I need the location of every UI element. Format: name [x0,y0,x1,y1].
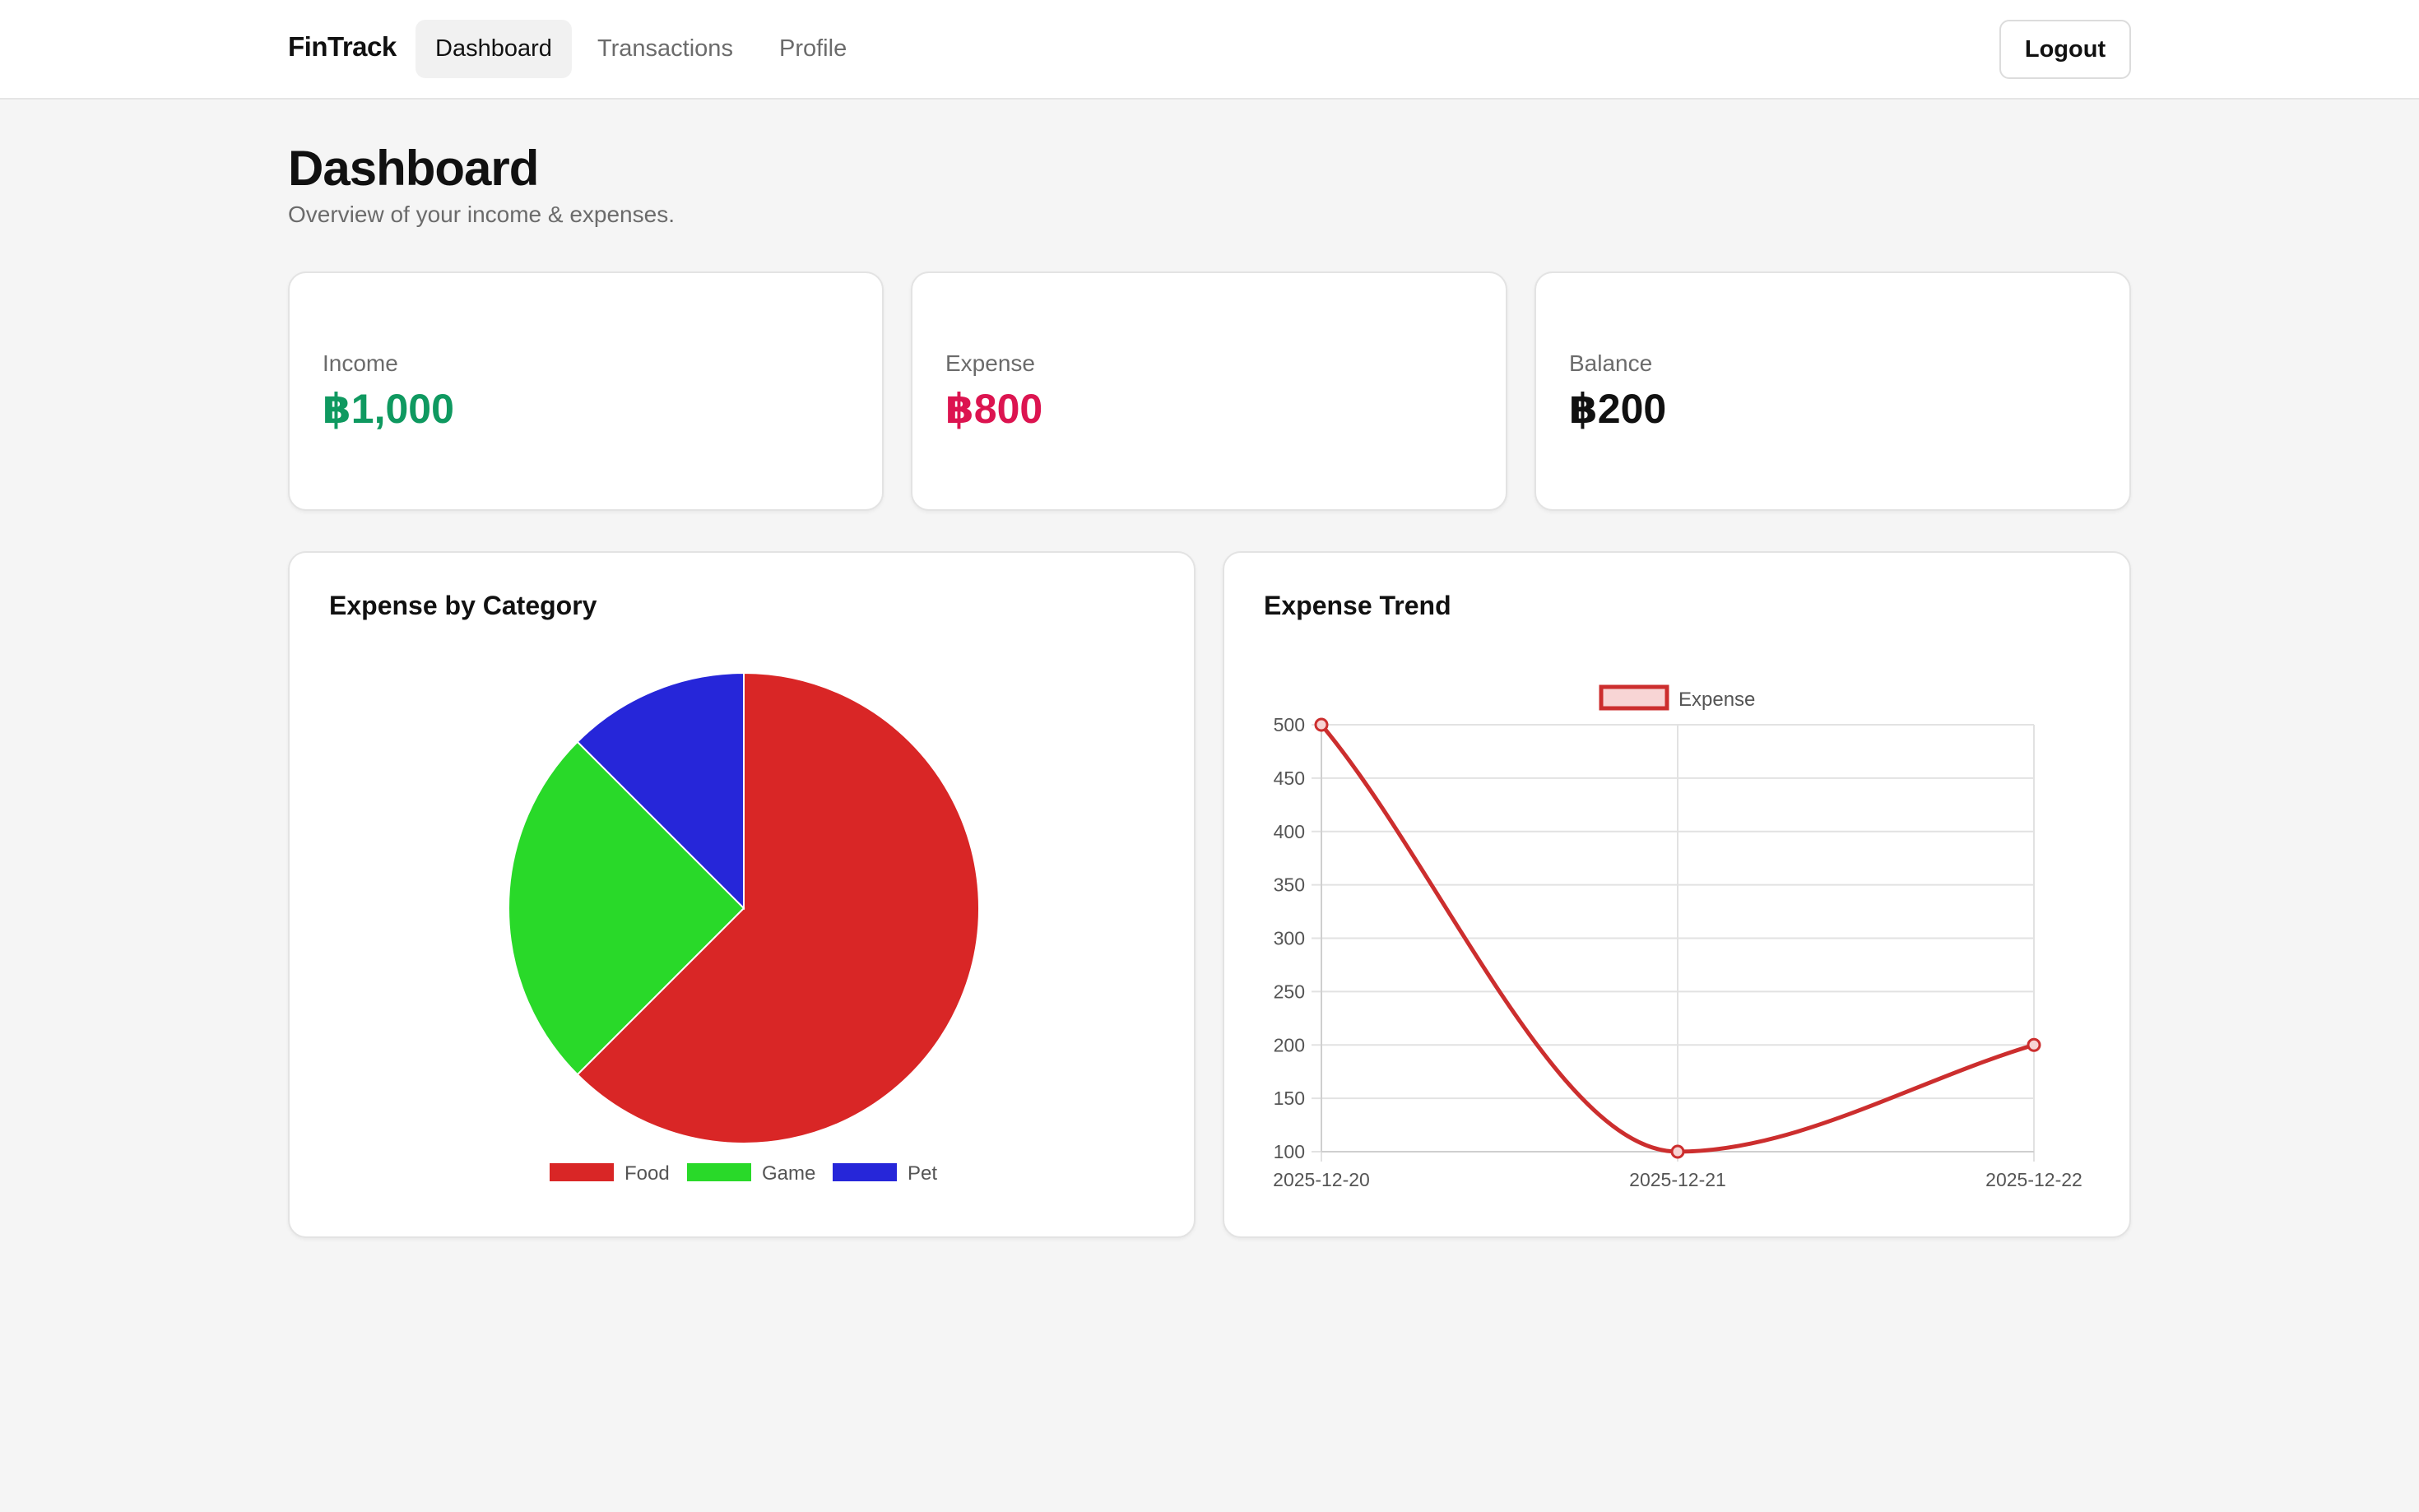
page-title: Dashboard [288,141,539,196]
nav-profile[interactable]: Profile [779,35,847,62]
income-label: Income [323,350,398,376]
pie-chart: Food Game Pet [507,671,980,1185]
y-tick-label: 350 [1274,874,1305,896]
x-tick-label: 2025-12-21 [1629,1169,1726,1190]
y-tick-label: 450 [1274,768,1305,789]
legend-label-pet: Pet [908,1162,937,1185]
income-card: Income ฿1,000 [288,271,884,511]
legend-label-expense: Expense [1678,689,1755,711]
expense-card: Expense ฿800 [911,271,1507,511]
pie-slice-pet [576,671,745,911]
trend-chart-title: Expense Trend [1264,591,1451,620]
logout-button[interactable]: Logout [1999,20,2131,79]
series-line-expense [1320,723,2035,1154]
balance-label: Balance [1569,350,1653,376]
brand-logo[interactable]: FinTrack [288,31,397,62]
legend-swatch-game [687,1163,751,1181]
data-point [1670,1144,1685,1159]
data-point [1314,717,1329,732]
y-tick-label: 500 [1274,714,1305,735]
y-tick-label: 150 [1274,1088,1305,1109]
line-chart: 100 150 200 250 300 350 400 450 500 2025-12-20 202… [1273,684,2082,1190]
legend-swatch-food [550,1163,614,1181]
page-subtitle: Overview of your income & expenses. [288,202,675,227]
x-tick-label: 2025-12-22 [1985,1169,2082,1190]
expense-label: Expense [945,350,1035,376]
y-tick-label: 400 [1274,821,1305,842]
legend-swatch-expense [1599,684,1669,711]
legend-label-game: Game [762,1162,815,1185]
y-tick-label: 100 [1274,1141,1305,1162]
pie-chart-title: Expense by Category [329,591,597,620]
legend-label-food: Food [624,1162,670,1185]
nav-dashboard[interactable]: Dashboard [416,20,572,78]
expense-trend-panel: Expense Trend 100 150 200 250 300 350 400 450 50… [1223,551,2131,1238]
data-point [2027,1037,2041,1052]
expense-by-category-panel: Expense by Category Food Game Pet [288,551,1196,1238]
expense-value: ฿800 [945,386,1043,432]
x-tick-label: 2025-12-20 [1273,1169,1370,1190]
pie-slice-food [576,671,980,1144]
balance-card: Balance ฿200 [1535,271,2131,511]
pie-slice-game [507,740,745,1076]
income-value: ฿1,000 [323,386,454,432]
nav-transactions[interactable]: Transactions [597,35,733,62]
top-navbar: FinTrack Dashboard Transactions Profile … [0,0,2419,100]
y-tick-label: 200 [1274,1034,1305,1055]
y-tick-label: 300 [1274,928,1305,949]
legend-swatch-pet [833,1163,897,1181]
y-tick-label: 250 [1274,981,1305,1002]
balance-value: ฿200 [1569,386,1667,432]
